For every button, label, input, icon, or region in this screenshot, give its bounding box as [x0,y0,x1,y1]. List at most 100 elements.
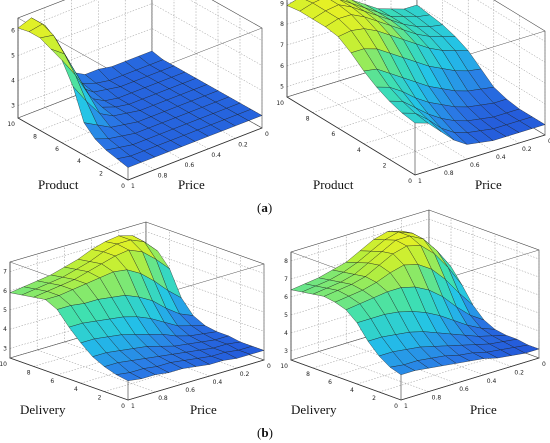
y-tick-label: 10 [276,100,284,107]
grid-line-floor-x [312,88,442,168]
x-tick-label: 0.4 [496,154,506,161]
x-tick-label: 1 [131,403,135,410]
y-tick-label: 2 [99,171,103,178]
surface-plot-a-left: 0 0.2 0.4 0.6 0.8 1 0 2 4 6 8 10 3 4 5 6 Product Price [0,0,275,200]
x-axis-label-b-right: Price [470,402,497,417]
y-axis-label-a-right: Product [313,177,354,192]
grid-line-z [290,218,540,262]
y-tick-label: 10 [280,363,288,370]
x-tick-label: 0.2 [514,369,524,376]
surface [286,0,546,145]
y-tick-label: 8 [27,369,31,376]
x-tick-label: 0.4 [211,152,221,159]
z-tick-label: 7 [3,269,7,276]
x-tick-label: 1 [404,403,408,410]
y-tick-label: 10 [7,121,15,128]
x-tick-label: 0.4 [213,379,223,386]
x-tick-label: 1 [418,178,422,185]
surface [17,17,263,168]
grid-line-z [290,236,540,280]
z-tick-label: 8 [280,21,284,28]
caption-b: (b) [257,425,273,440]
x-tick-label: 1 [131,183,135,190]
x-tick-label: 0.2 [238,141,248,148]
z-tick-label: 6 [280,63,284,70]
y-tick-label: 2 [383,162,387,169]
x-tick-label: 0 [548,138,550,145]
x-tick-label: 0.2 [522,146,532,153]
z-tick-label: 6 [3,288,7,295]
y-tick-label: 0 [408,178,412,185]
x-tick-label: 0.2 [240,371,250,378]
surface-plot-b-right: 0 0.2 0.4 0.6 0.8 1 0 2 4 6 8 10 3 4 5 6 7 8 Delivery Pri… [275,209,550,422]
y-tick-label: 6 [50,378,54,385]
z-tick-label: 5 [280,84,284,91]
x-tick-label: 0.8 [158,173,168,180]
y-tick-label: 0 [394,403,398,410]
y-tick-label: 6 [55,146,59,153]
z-tick-label: 4 [284,330,288,337]
x-tick-label: 0.6 [185,162,195,169]
x-axis-label-b-left: Price [190,402,217,417]
x-tick-label: 0.6 [185,387,195,394]
z-tick-label: 3 [284,348,288,355]
x-tick-label: 0.6 [459,386,469,393]
surface-patch [115,372,143,381]
x-axis-label-a-right: Price [475,177,502,192]
y-tick-label: 4 [357,147,361,154]
x-tick-label: 0.8 [432,395,442,402]
y-tick-label: 8 [306,371,310,378]
x-tick-label: 0.8 [444,170,454,177]
x-tick-label: 0 [267,363,271,370]
surface-patch [389,364,416,375]
y-tick-label: 0 [121,403,125,410]
y-tick-label: 6 [331,131,335,138]
surface-plot-a-right: 0 0.2 0.4 0.6 0.8 1 0 2 4 6 8 10 5 6 7 8 9 Product Price [275,0,550,200]
y-axis-label-a-left: Product [38,177,79,192]
z-tick-label: 4 [3,326,7,333]
z-tick-label: 7 [280,42,284,49]
z-tick-label: 4 [11,78,15,85]
surface-plot-b-left: 0 0.2 0.4 0.6 0.8 1 0 2 4 6 8 10 3 4 5 6 7 Delivery Pric… [0,221,275,422]
z-tick-label: 3 [11,103,15,110]
y-tick-label: 6 [328,379,332,386]
y-axis-label-b-left: Delivery [20,402,66,417]
surface [290,230,540,375]
x-axis-label-a-left: Price [178,177,205,192]
caption-b-letter: b [261,425,269,440]
z-tick-label: 5 [3,307,7,314]
y-tick-label: 4 [74,386,78,393]
surface-patch [116,155,142,168]
z-tick-label: 5 [11,53,15,60]
z-tick-label: 9 [280,0,284,7]
y-axis-label-b-right: Delivery [291,402,337,417]
y-tick-label: 8 [33,133,37,140]
surface [9,235,265,381]
z-tick-label: 7 [284,276,288,283]
caption-a-letter: a [261,200,268,215]
y-tick-label: 0 [121,183,125,190]
x-tick-label: 0.6 [470,162,480,169]
z-tick-label: 5 [284,312,288,319]
y-tick-label: 4 [77,158,81,165]
y-tick-label: 8 [306,116,310,123]
x-tick-label: 0.4 [487,378,497,385]
y-tick-label: 10 [0,361,7,368]
z-tick-label: 6 [11,28,15,35]
y-tick-label: 2 [98,395,102,402]
y-tick-label: 2 [372,395,376,402]
grid-line-floor-x [338,80,468,160]
z-tick-label: 3 [3,345,7,352]
x-tick-label: 0 [265,131,269,138]
x-tick-label: 0.8 [158,395,168,402]
x-tick-label: 0 [542,361,546,368]
